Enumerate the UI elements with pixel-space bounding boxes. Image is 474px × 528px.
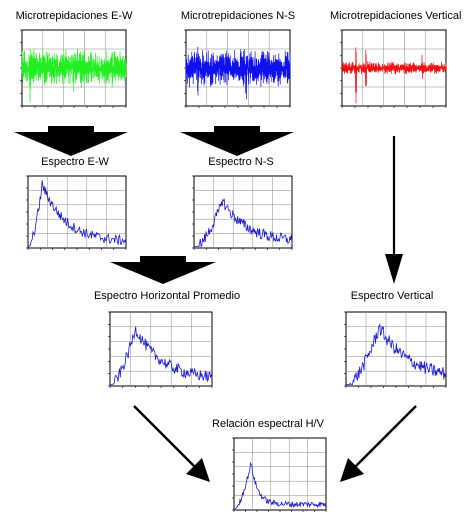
v-signal-plot <box>340 29 447 108</box>
h-avg-spectrum-plot <box>108 311 213 388</box>
down-arrow-icon <box>110 256 216 284</box>
v-spectrum-panel <box>336 306 452 394</box>
ew-spectrum-panel <box>18 170 132 256</box>
spectrum-trace <box>234 461 327 509</box>
down-arrow-icon <box>14 126 128 156</box>
spectrum-trace <box>110 326 213 385</box>
ew-spectrum-plot <box>26 175 127 250</box>
ns-signal-title: Microtrepidaciones N-S <box>180 10 296 22</box>
hv-ratio-title: Relación espectral H/V <box>212 418 324 430</box>
hv-ratio-plot <box>232 437 327 512</box>
signal-trace <box>341 47 447 104</box>
diagonal-arrow-icon <box>133 405 210 482</box>
v-signal-panel <box>334 24 452 114</box>
ns-spectrum-plot <box>192 175 293 250</box>
v-spectrum-plot <box>344 311 447 388</box>
ns-spectrum-title: Espectro N-S <box>208 156 274 168</box>
hv-ratio-panel <box>224 432 332 518</box>
signal-trace <box>21 48 127 103</box>
h-avg-spectrum-panel <box>100 306 218 394</box>
ns-signal-plot <box>184 29 291 108</box>
spectrum-trace <box>194 198 293 248</box>
diagonal-arrow-icon <box>340 405 417 482</box>
spectrum-trace <box>28 180 127 247</box>
h-avg-spectrum-title: Espectro Horizontal Promedio <box>93 290 241 302</box>
ew-signal-title: Microtrepidaciones E-W <box>15 10 133 22</box>
down-arrow-icon <box>385 136 403 284</box>
ew-signal-panel <box>14 24 132 114</box>
plot-frame <box>193 175 293 249</box>
ew-signal-plot <box>20 29 127 108</box>
ns-spectrum-panel <box>184 170 298 256</box>
signal-trace <box>185 46 291 100</box>
v-signal-title: Microtrepidaciones Vertical <box>330 10 462 22</box>
ew-spectrum-title: Espectro E-W <box>41 156 109 168</box>
ns-signal-panel <box>178 24 296 114</box>
down-arrow-icon <box>180 126 294 156</box>
v-spectrum-title: Espectro Vertical <box>350 290 434 302</box>
spectrum-trace <box>346 323 447 385</box>
plot-frame <box>233 437 327 511</box>
